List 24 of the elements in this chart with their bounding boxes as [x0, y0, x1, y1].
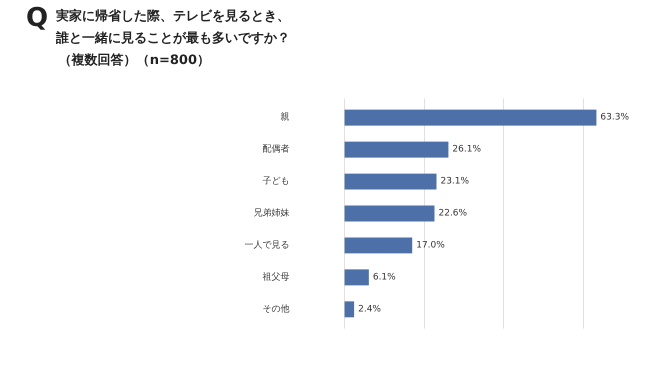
text: （複数回答）（n=800）: [58, 52, 211, 70]
y-tick-label: 子ども: [262, 176, 290, 187]
data-label: 26.1%: [452, 144, 482, 155]
data-label: 23.1%: [440, 176, 470, 187]
y-tick-label: その他: [262, 303, 290, 314]
bar: [344, 174, 436, 190]
bar: [344, 206, 434, 222]
data-label: 6.1%: [372, 272, 396, 282]
data-label: 2.4%: [358, 304, 382, 314]
data-label: 17.0%: [416, 240, 446, 250]
text: Q: [26, 2, 48, 35]
y-tick-label: 親: [280, 112, 290, 123]
bar: [344, 237, 412, 254]
bar: [344, 142, 448, 158]
text: 実家に帰省した際、テレビを見るとき、誰と一緒に見ることが最も多いですか？: [56, 8, 290, 48]
y-tick-label: 一人で見る: [244, 239, 290, 250]
bar: [344, 269, 369, 286]
data-label: 22.6%: [438, 208, 468, 218]
y-tick-label: 配偶者: [262, 144, 290, 155]
bar: [344, 301, 354, 318]
y-tick-label: 祖父母: [262, 271, 290, 282]
y-tick-label: 兄弟姉妹: [254, 208, 290, 218]
bar: [344, 110, 596, 126]
data-label: 63.3%: [600, 112, 630, 123]
